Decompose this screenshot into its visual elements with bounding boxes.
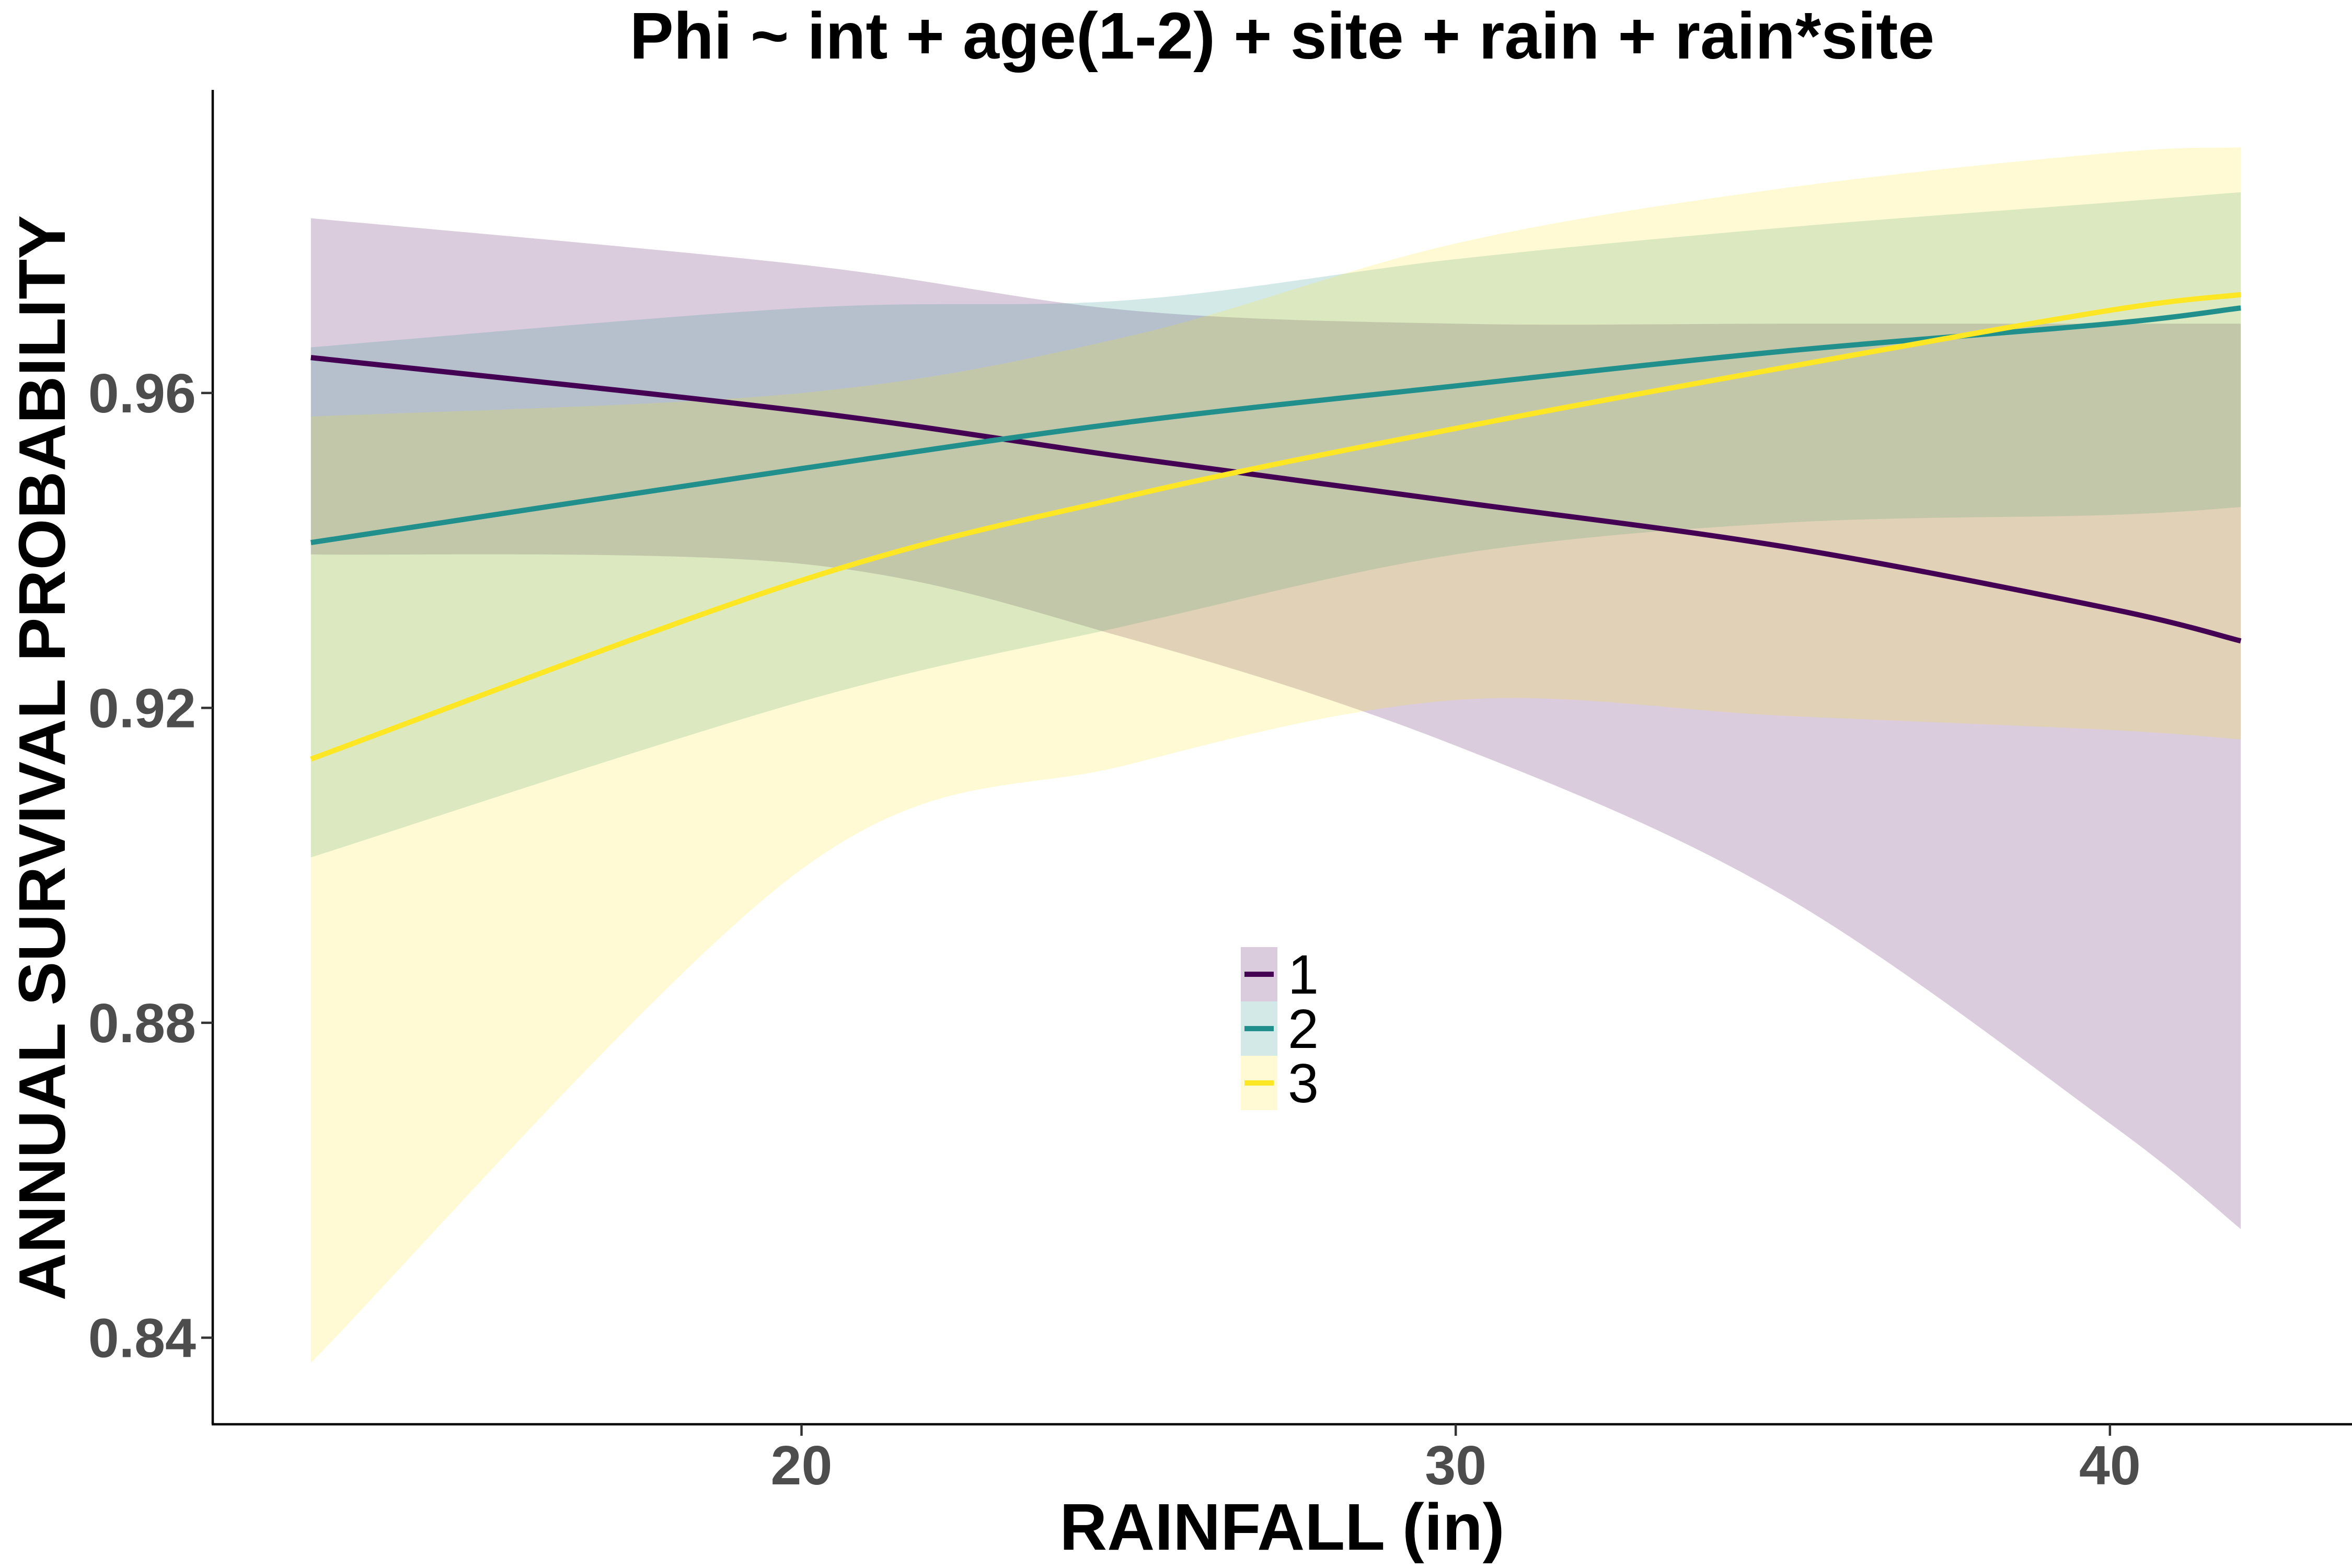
y-tick-label: 0.96: [88, 363, 196, 424]
y-tick-label: 0.88: [88, 993, 196, 1054]
axes: [211, 90, 2352, 1426]
x-tick-label: 30: [1425, 1435, 1486, 1496]
y-tick-label: 0.92: [88, 677, 196, 739]
series-line-2: [310, 305, 2241, 546]
series-line-3: [310, 292, 2241, 762]
confidence-band-3: [310, 147, 2241, 1363]
legend-item-3: 3: [1241, 1053, 1319, 1114]
legend: 123: [1241, 944, 1319, 1114]
series-line-1: [310, 355, 2242, 644]
legend-label: 3: [1288, 1053, 1319, 1114]
legend-label: 1: [1288, 944, 1319, 1006]
x-tick-label: 20: [771, 1435, 833, 1496]
confidence-bands: [310, 147, 2241, 1363]
chart-title: Phi ~ int + age(1-2) + site + rain + rai…: [630, 0, 1935, 73]
confidence-band-2: [310, 192, 2241, 858]
y-ticks: 0.84 0.88 0.92 0.96: [88, 363, 213, 1369]
x-tick-label: 40: [2079, 1435, 2141, 1496]
series-lines: [310, 292, 2242, 762]
x-ticks: 20 30 40: [771, 1424, 2141, 1496]
legend-item-2: 2: [1241, 998, 1319, 1060]
y-axis-title: ANNUAL SURVIVAL PROBABILITY: [5, 215, 79, 1301]
x-axis-title: RAINFALL (in): [1059, 1490, 1505, 1564]
legend-item-1: 1: [1241, 944, 1319, 1006]
y-tick-label: 0.84: [88, 1307, 196, 1369]
legend-label: 2: [1288, 998, 1319, 1060]
